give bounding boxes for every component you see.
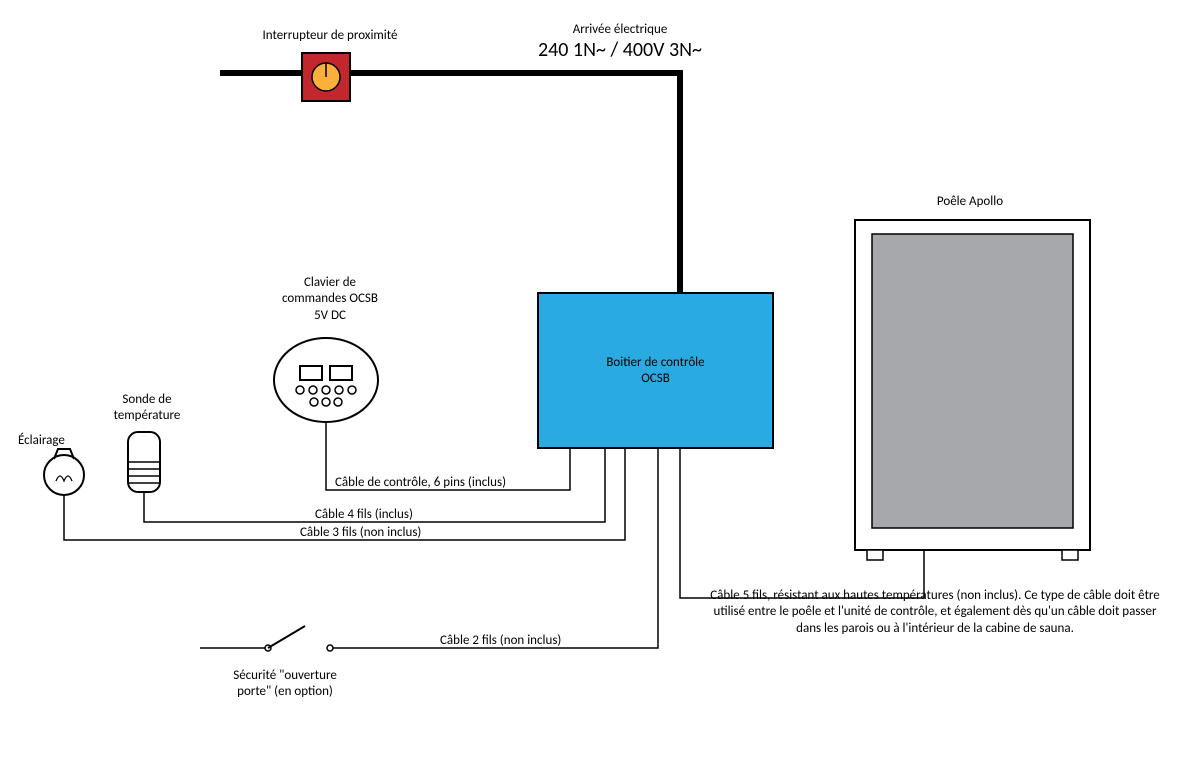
stove-label: Poêle Apollo bbox=[870, 194, 1070, 210]
keypad-button bbox=[348, 386, 356, 394]
keypad-screen bbox=[330, 366, 352, 380]
keypad-button bbox=[322, 386, 330, 394]
cable-4-label: Câble 4 fils (inclus) bbox=[315, 507, 545, 523]
keypad-button bbox=[309, 386, 317, 394]
keypad-button bbox=[322, 398, 330, 406]
keypad-label: Clavier de commandes OCSB 5V DC bbox=[270, 275, 390, 324]
keypad-button bbox=[334, 398, 342, 406]
mains-cable bbox=[220, 73, 680, 293]
keypad bbox=[274, 338, 378, 422]
stove-foot bbox=[867, 550, 883, 560]
light-bulb-icon bbox=[44, 455, 84, 495]
keypad-button bbox=[310, 398, 318, 406]
control-box-label: Boitier de contrôle OCSB bbox=[538, 355, 773, 388]
keypad-button bbox=[335, 386, 343, 394]
temp-sensor-label: Sonde de température bbox=[102, 392, 192, 425]
keypad-screen bbox=[300, 366, 322, 380]
cable-3-label: Câble 3 fils (non inclus) bbox=[300, 525, 530, 541]
lighting-label: Éclairage bbox=[18, 433, 78, 449]
door-safety-label: Sécurité "ouverture porte" (en option) bbox=[210, 668, 360, 701]
cable-2-label: Câble 2 fils (non inclus) bbox=[440, 633, 670, 649]
cable-control-label: Câble de contrôle, 6 pins (inclus) bbox=[335, 475, 565, 491]
cable-5-note-label: Câble 5 fils, résistant aux hautes tempé… bbox=[710, 588, 1160, 637]
stove-foot bbox=[1062, 550, 1078, 560]
electrical-supply-label: Arrivée électrique 240 1N~ / 400V 3N~ bbox=[500, 22, 740, 63]
keypad-button bbox=[296, 386, 304, 394]
proximity-switch-label: Interrupteur de proximité bbox=[250, 28, 410, 44]
stove-inner bbox=[872, 234, 1073, 528]
